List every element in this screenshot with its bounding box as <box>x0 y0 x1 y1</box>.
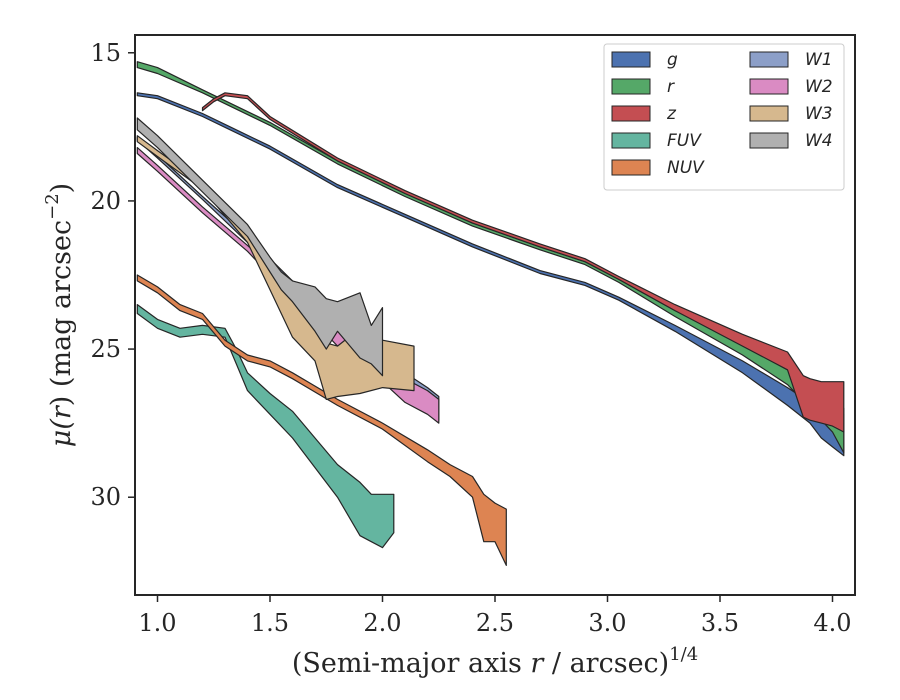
legend-swatch-r <box>611 78 651 95</box>
x-tick-label: 2.0 <box>363 609 401 637</box>
band-z <box>201 92 845 433</box>
y-tick-label: 30 <box>90 483 121 511</box>
legend-label-r: r <box>667 77 675 97</box>
y-tick-label: 15 <box>90 39 121 67</box>
legend-label-g: g <box>667 50 678 70</box>
x-axis-label: (Semi-major axis r / arcsec)1/4 <box>292 644 698 679</box>
y-axis-ticks: 15 20 25 30 <box>90 39 135 511</box>
legend-swatch-fuv <box>611 132 651 149</box>
y-tick-label: 20 <box>90 187 121 215</box>
legend-swatch-w2 <box>749 78 789 95</box>
x-tick-label: 3.0 <box>588 609 626 637</box>
band-w4 <box>136 117 384 377</box>
legend-label-fuv: FUV <box>667 131 702 151</box>
legend: grz FUV NUV W1 W2 W3 W4 <box>603 43 845 191</box>
y-tick-label: 25 <box>90 335 121 363</box>
legend-swatch-w3 <box>749 105 789 122</box>
x-tick-label: 2.5 <box>476 609 514 637</box>
legend-label-w1: W1 <box>805 50 833 70</box>
x-tick-label: 1.0 <box>138 609 176 637</box>
band-g <box>136 92 845 457</box>
legend-swatch-z <box>611 105 651 122</box>
x-axis-ticks: 1.0 1.5 2.0 2.5 3.0 3.5 4.0 <box>138 595 852 637</box>
legend-label-w2: W2 <box>805 77 833 97</box>
legend-label-w3: W3 <box>805 104 833 124</box>
legend-label-w4: W4 <box>805 131 833 151</box>
x-tick-label: 1.5 <box>251 609 289 637</box>
legend-label-nuv: NUV <box>667 158 705 178</box>
y-axis-label: μ(r) (mag arcsec−2) <box>42 183 77 447</box>
x-tick-label: 3.5 <box>701 609 739 637</box>
legend-swatch-nuv <box>611 159 651 176</box>
band-nuv <box>136 274 507 567</box>
profile-bands <box>136 61 845 567</box>
legend-label-z: z <box>666 104 677 124</box>
legend-swatch-g <box>611 51 651 68</box>
legend-swatch-w4 <box>749 132 789 149</box>
x-tick-label: 4.0 <box>813 609 851 637</box>
legend-swatch-w1 <box>749 51 789 68</box>
